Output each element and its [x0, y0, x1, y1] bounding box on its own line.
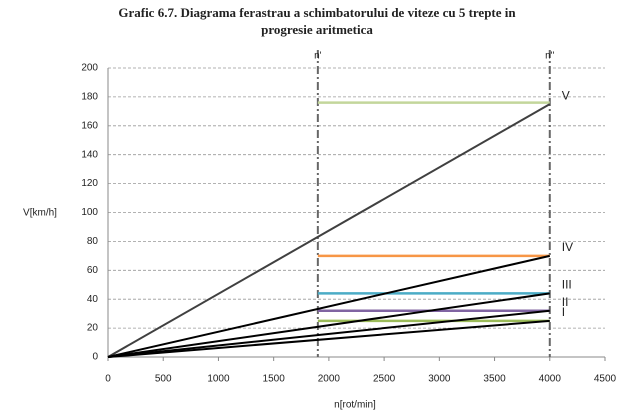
line — [107, 309, 550, 358]
x-tick-label: 3500 — [483, 374, 506, 385]
chart-title: progresie aritmetica — [261, 22, 373, 37]
series-label: I — [562, 305, 565, 319]
y-tick-label: 180 — [81, 92, 98, 103]
chart-title: Grafic 6.7. Diagrama ferastrau a schimba… — [118, 5, 516, 20]
series-label: V — [562, 88, 570, 102]
line — [107, 292, 550, 358]
x-tick-label: 3000 — [428, 374, 451, 385]
x-tick-label: 4000 — [539, 374, 562, 385]
x-tick-label: 0 — [105, 374, 111, 385]
x-tick-label: 2500 — [373, 374, 396, 385]
y-tick-label: 0 — [92, 352, 98, 363]
reference-label: n' — [314, 51, 322, 62]
y-tick-label: 80 — [87, 236, 99, 247]
line — [107, 254, 551, 358]
series-label: IV — [562, 240, 573, 254]
x-tick-label: 2000 — [318, 374, 341, 385]
series-label: II — [562, 295, 569, 309]
y-axis-label: V[km/h] — [23, 208, 57, 219]
line — [107, 319, 550, 358]
y-tick-label: 160 — [81, 120, 98, 131]
line — [107, 103, 551, 358]
y-tick-label: 200 — [81, 63, 98, 74]
reference-label: n'' — [545, 51, 554, 62]
y-tick-label: 40 — [87, 294, 99, 305]
y-tick-label: 60 — [87, 265, 99, 276]
x-tick-label: 1000 — [207, 374, 230, 385]
x-tick-label: 500 — [155, 374, 172, 385]
y-tick-label: 100 — [81, 207, 98, 218]
y-tick-label: 20 — [87, 323, 99, 334]
series-label: III — [562, 278, 572, 292]
y-tick-label: 120 — [81, 178, 98, 189]
x-axis-label: n[rot/min] — [334, 400, 376, 411]
x-tick-label: 1500 — [263, 374, 286, 385]
y-tick-label: 140 — [81, 149, 98, 160]
x-tick-label: 4500 — [594, 374, 617, 385]
